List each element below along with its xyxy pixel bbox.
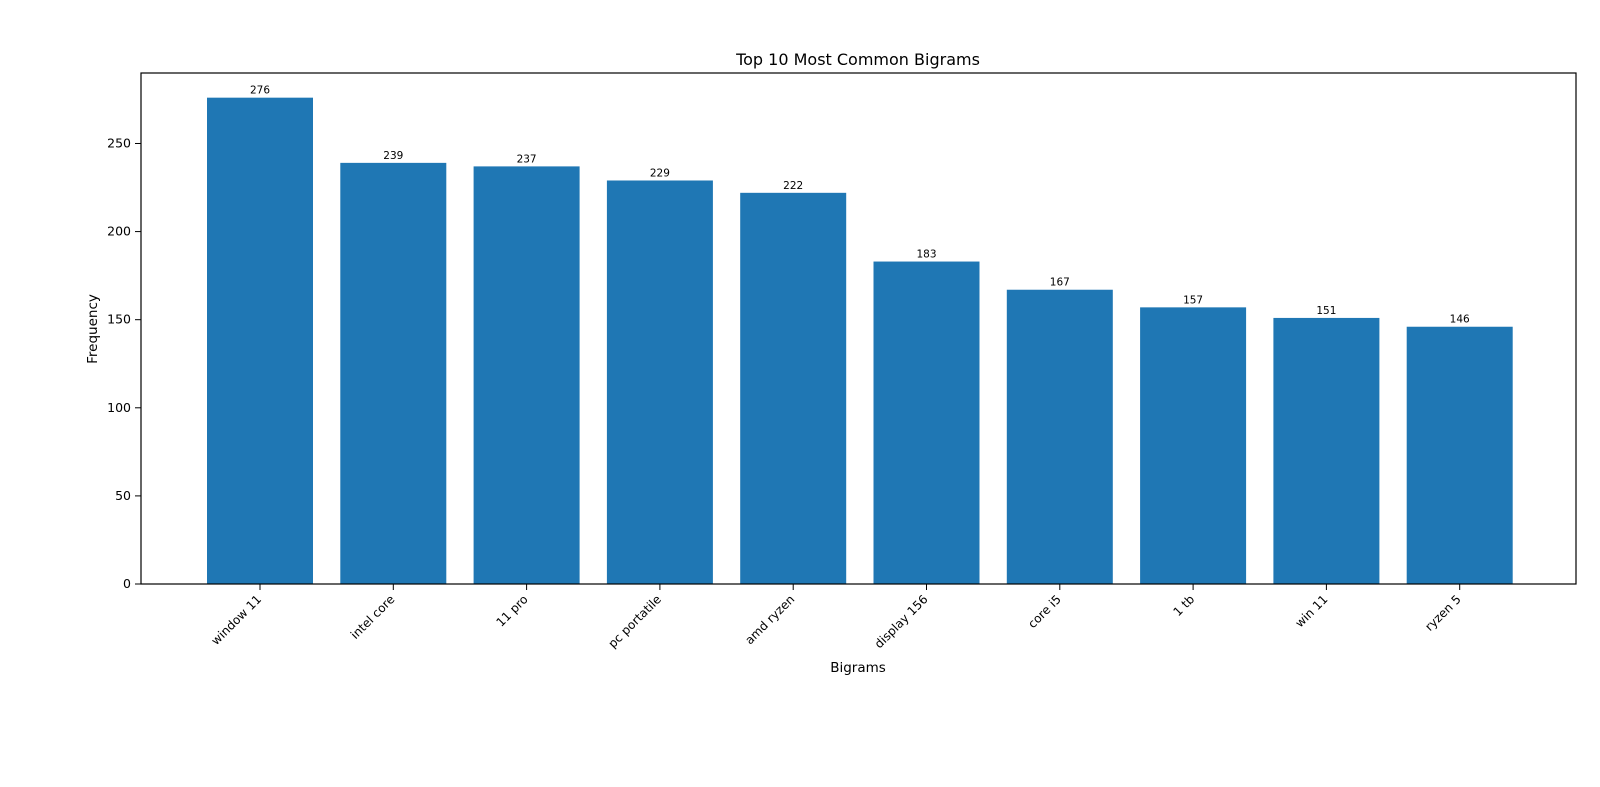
y-tick-label-0: 0 xyxy=(123,576,131,591)
bar-6 xyxy=(1006,289,1113,584)
bar-7 xyxy=(1140,307,1247,584)
data-label-5: 183 xyxy=(916,249,936,261)
data-label-3: 229 xyxy=(650,167,670,179)
plot-frame xyxy=(140,72,1577,585)
x-axis-label: Bigrams xyxy=(830,660,886,676)
bar-4 xyxy=(740,192,847,585)
bar-1 xyxy=(340,162,447,584)
bar-5 xyxy=(873,261,980,584)
y-tick-label-2: 100 xyxy=(107,400,131,415)
chart-title: Top 10 Most Common Bigrams xyxy=(735,50,980,69)
data-label-1: 239 xyxy=(383,150,403,162)
bar-8 xyxy=(1273,317,1380,584)
data-label-4: 222 xyxy=(783,180,803,192)
bar-2 xyxy=(473,166,580,584)
y-tick-label-5: 250 xyxy=(107,135,131,150)
data-label-0: 276 xyxy=(250,85,270,97)
data-label-7: 157 xyxy=(1183,294,1203,306)
bar-3 xyxy=(606,180,713,584)
bars-layer xyxy=(207,97,1513,585)
data-label-6: 167 xyxy=(1050,277,1070,289)
data-label-8: 151 xyxy=(1316,305,1336,317)
data-labels-layer: 276 239 237 229 222 183 167 157 151 146 xyxy=(250,85,1470,326)
bar-0 xyxy=(207,97,313,584)
bar-9 xyxy=(1406,326,1513,584)
y-tick-label-3: 150 xyxy=(107,312,131,327)
data-label-2: 237 xyxy=(517,153,537,165)
y-tick-label-1: 50 xyxy=(115,488,131,503)
y-axis-label: Frequency xyxy=(85,294,101,364)
y-tick-label-4: 200 xyxy=(107,224,131,239)
y-axis: 0 50 100 150 200 250 xyxy=(107,135,141,591)
data-label-9: 146 xyxy=(1450,314,1470,326)
